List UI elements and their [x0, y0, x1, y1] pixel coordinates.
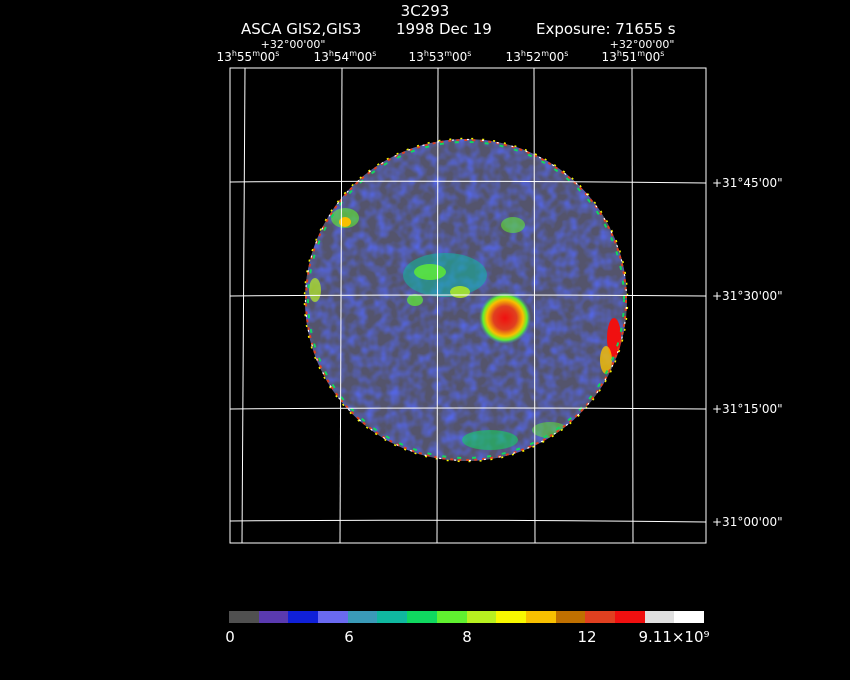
colorbar-swatch	[229, 611, 259, 623]
coordinate-grid	[229, 67, 707, 544]
colorbar-swatch	[674, 611, 704, 623]
image-frame	[229, 67, 707, 544]
instrument-label: ASCA GIS2,GIS3	[241, 20, 362, 38]
dec-tick-label: +31°00'00"	[712, 515, 783, 529]
top-dec-label-left: +32°00'00"	[260, 38, 326, 51]
colorbar	[229, 611, 704, 623]
colorbar-swatch	[258, 611, 289, 623]
colorbar-swatch	[288, 611, 319, 623]
colorbar-swatch	[525, 611, 556, 623]
image-title: 3C293	[400, 2, 450, 20]
colorbar-swatch	[347, 611, 378, 623]
colorbar-swatch	[585, 611, 615, 623]
disc-rim	[305, 139, 627, 461]
colorbar-swatch	[496, 611, 526, 623]
ra-tick-label: 13h53m00s	[408, 49, 472, 64]
dec-tick-label: +31°45'00"	[712, 176, 783, 190]
colorbar-tick-label: 9.11×10⁹	[638, 628, 710, 646]
dec-tick-label: +31°15'00"	[712, 402, 783, 416]
colorbar-swatch	[555, 611, 586, 623]
dec-tick-label: +31°30'00"	[712, 289, 783, 303]
colorbar-swatch	[407, 611, 437, 623]
colorbar-swatch	[436, 611, 467, 623]
exposure-label: Exposure: 71655 s	[536, 20, 676, 38]
colorbar-swatch	[318, 611, 348, 623]
ra-tick-label: 13h52m00s	[505, 49, 569, 64]
ra-tick-label: 13h55m00s	[216, 49, 280, 64]
colorbar-swatch	[614, 611, 645, 623]
colorbar-swatch	[377, 611, 408, 623]
colorbar-tick-label: 12	[577, 628, 597, 646]
ra-tick-label: 13h54m00s	[313, 49, 377, 64]
colorbar-swatch	[644, 611, 675, 623]
observation-date: 1998 Dec 19	[396, 20, 492, 38]
detector-disc	[305, 139, 627, 461]
colorbar-tick-label: 8	[462, 628, 472, 646]
colorbar-tick-label: 6	[344, 628, 354, 646]
ra-tick-label: 13h51m00s	[601, 49, 665, 64]
colorbar-swatch	[466, 611, 497, 623]
bright-source	[479, 292, 531, 344]
top-dec-label-right: +32°00'00"	[609, 38, 675, 51]
colorbar-tick-label: 0	[225, 628, 235, 646]
